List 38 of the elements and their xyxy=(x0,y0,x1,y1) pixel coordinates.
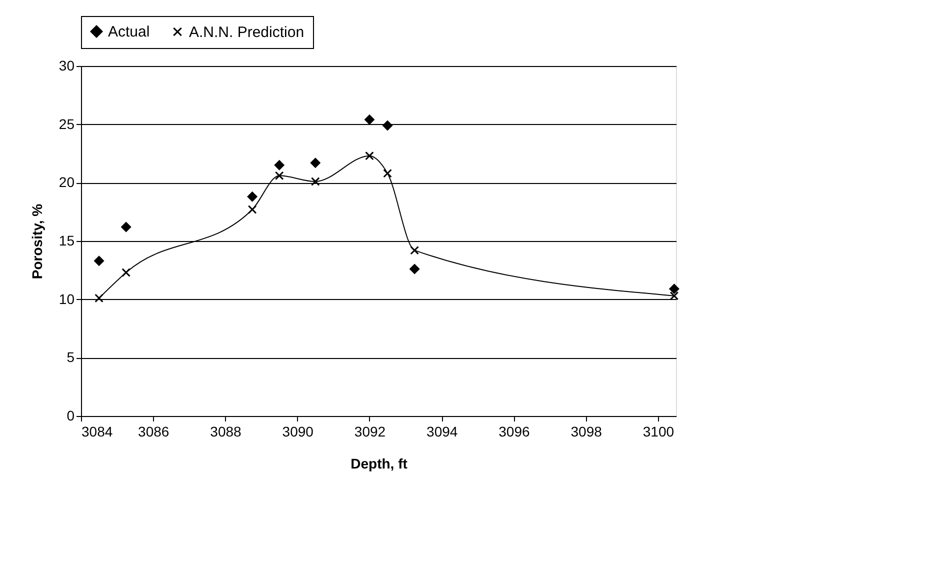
point xyxy=(274,160,285,170)
point xyxy=(94,294,104,303)
point xyxy=(247,191,258,202)
point xyxy=(410,246,419,255)
point xyxy=(409,264,420,274)
y-tick-label: 30 xyxy=(58,58,75,74)
x-tick-label: 3094 xyxy=(426,424,458,440)
legend-label: Actual xyxy=(108,24,150,41)
y-axis-title: Porosity, % xyxy=(28,203,45,280)
point xyxy=(382,120,393,131)
x-tick-label: 3086 xyxy=(138,424,170,440)
x-tick-label: 3096 xyxy=(498,424,530,440)
x-axis-title: Depth, ft xyxy=(350,456,408,472)
x-tick-label: 3092 xyxy=(354,424,386,440)
y-tick-label: 10 xyxy=(58,290,75,307)
point xyxy=(248,205,257,214)
y-tick-label: 0 xyxy=(66,408,75,424)
point xyxy=(670,291,679,300)
point xyxy=(94,256,104,266)
x-tick-label: 3100 xyxy=(642,424,674,440)
point xyxy=(310,158,321,168)
point xyxy=(383,168,392,178)
x-tick-label: 3088 xyxy=(210,424,242,440)
y-tick-label: 25 xyxy=(58,116,75,132)
x-tick-label: 3090 xyxy=(282,424,314,440)
y-tick-label: 15 xyxy=(58,232,75,248)
legend-label: A.N.N. Prediction xyxy=(189,24,304,41)
x-tick-label: 3084 xyxy=(82,424,113,440)
point xyxy=(668,284,680,294)
x-tick-label: 3098 xyxy=(570,424,602,440)
y-tick-label: 20 xyxy=(58,174,75,190)
point xyxy=(365,151,374,160)
y-tick-label: 5 xyxy=(66,349,75,366)
point xyxy=(274,171,284,180)
point xyxy=(364,114,375,125)
point xyxy=(122,268,130,277)
point xyxy=(310,177,320,186)
point xyxy=(120,222,132,232)
